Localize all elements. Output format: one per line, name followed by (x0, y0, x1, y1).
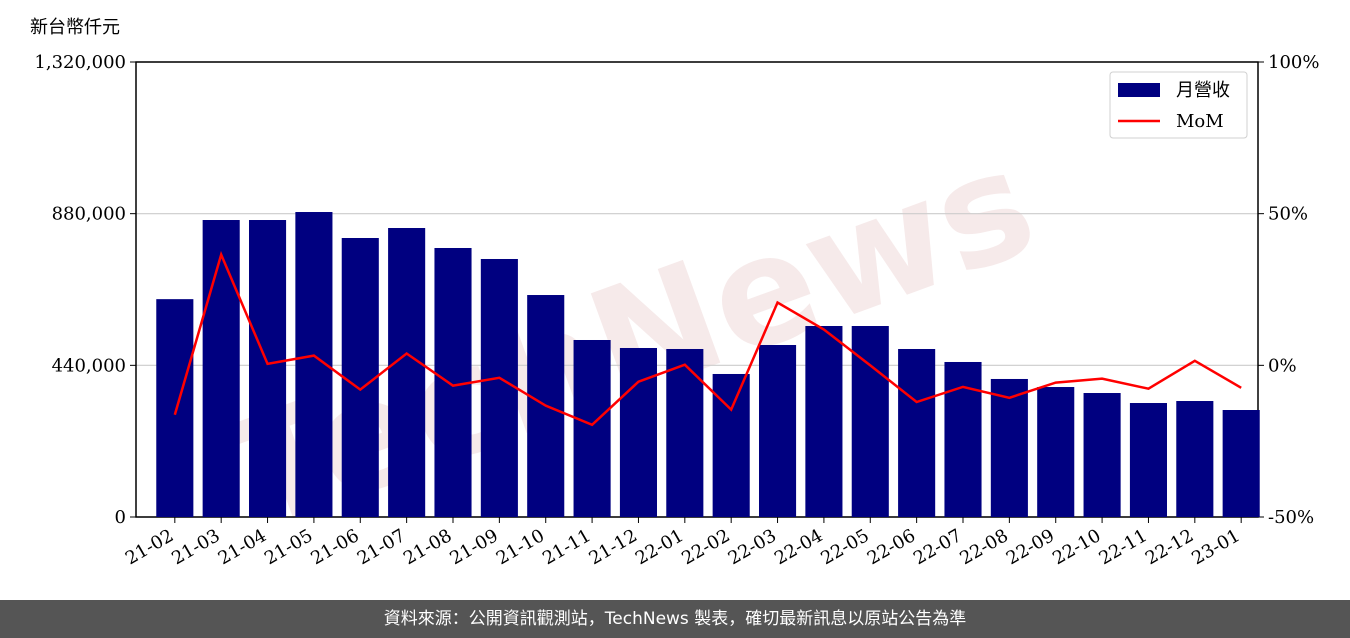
y2-tick-label: 0% (1268, 355, 1297, 376)
x-tick-label: 22-05 (817, 525, 872, 569)
x-tick-label: 22-02 (678, 525, 733, 569)
bar (1222, 410, 1260, 517)
bar (1176, 401, 1214, 517)
footer: 資料來源：公開資訊觀測站，TechNews 製表，確切最新訊息以原站公告為準 (0, 600, 1350, 638)
x-tick-label: 22-04 (771, 525, 826, 569)
bar (480, 258, 518, 517)
x-tick-label: 21-02 (122, 525, 177, 569)
bar (990, 378, 1028, 517)
bar (805, 326, 843, 517)
x-tick-label: 21-10 (493, 525, 548, 569)
bar (573, 339, 611, 517)
x-tick-label: 22-11 (1096, 525, 1151, 569)
x-tick-label: 22-09 (1003, 525, 1058, 569)
y-tick-label: 440,000 (52, 355, 126, 376)
bar (388, 228, 426, 518)
x-tick-label: 21-08 (400, 525, 455, 569)
x-tick-label: 22-03 (725, 525, 780, 569)
x-tick-label: 22-06 (864, 525, 919, 569)
bar (341, 238, 379, 518)
x-tick-label: 21-07 (354, 525, 409, 569)
x-tick-label: 21-11 (539, 525, 594, 569)
y-axis-label: 新台幣仟元 (30, 17, 120, 38)
x-tick-label: 21-09 (446, 525, 501, 569)
y2-tick-label: -50% (1268, 507, 1314, 528)
x-tick-label: 21-12 (586, 525, 641, 569)
x-tick-label: 23-01 (1188, 525, 1243, 569)
x-tick-label: 22-01 (632, 525, 687, 569)
y-tick-label: 880,000 (52, 204, 126, 225)
line (173, 250, 1242, 427)
bar (249, 220, 287, 517)
bar (202, 220, 240, 517)
bar (898, 348, 936, 517)
bar (619, 347, 657, 517)
x-tick-label: 22-12 (1142, 525, 1197, 569)
chart: TechNews 新台幣仟元 0440,000880,0001,320,000-… (30, 17, 1319, 569)
x-tick-label: 22-07 (910, 525, 965, 569)
bar (1083, 393, 1121, 517)
legend-label: 月營收 (1176, 80, 1230, 101)
bar (1129, 403, 1167, 517)
x-tick-label: 22-10 (1049, 525, 1104, 569)
bar (156, 299, 194, 517)
x-tick-label: 21-04 (215, 525, 270, 569)
y-tick-label: 1,320,000 (34, 52, 126, 73)
y2-tick-label: 50% (1268, 204, 1308, 225)
legend-label: MoM (1176, 111, 1224, 132)
bar (759, 344, 797, 517)
legend-swatch (1118, 83, 1160, 97)
bar (666, 348, 704, 517)
bar (944, 361, 982, 517)
bar (851, 326, 889, 517)
x-tick-label: 21-03 (168, 525, 223, 569)
y2-tick-label: 100% (1268, 52, 1319, 73)
x-tick-label: 22-08 (956, 525, 1011, 569)
y-tick-label: 0 (115, 507, 126, 528)
bar (1037, 387, 1075, 517)
